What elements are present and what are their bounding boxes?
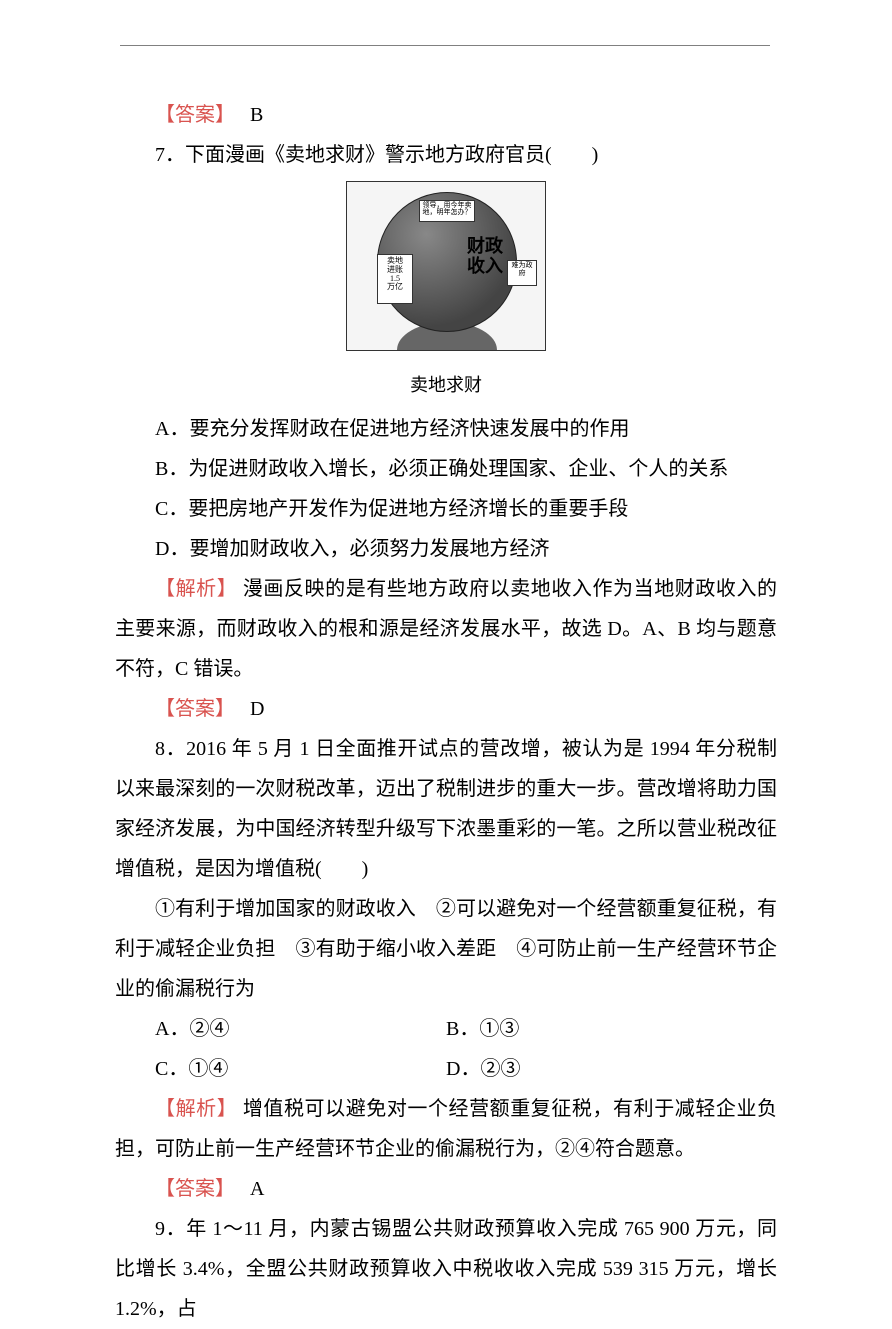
q8-option-b: B．①③ <box>446 1009 777 1049</box>
q7-analysis: 【解析】 漫画反映的是有些地方政府以卖地收入作为当地财政收入的主要来源，而财政收… <box>115 569 777 689</box>
q7-stem: 7．下面漫画《卖地求财》警示地方政府官员( ) <box>115 135 777 175</box>
q9-stem-text: 年 1～11 月，内蒙古锡盟公共财政预算收入完成 765 900 万元，同比增长… <box>115 1218 777 1320</box>
q7-answer-line: 【答案】 D <box>115 689 777 729</box>
cartoon-sign-left: 卖地 进账 1.5 万亿 <box>377 254 413 304</box>
globe-text-1: 财政 <box>467 236 503 256</box>
answer-label: 【答案】 <box>155 104 235 126</box>
cartoon-image: 领导，用今年卖地，明年怎办？ 财政 收入 卖地 进账 1.5 万亿 难为政府 <box>346 181 546 351</box>
q7-option-d: D．要增加财政收入，必须努力发展地方经济 <box>115 529 777 569</box>
q7-number: 7． <box>155 144 185 166</box>
q8-stem-text: 2016 年 5 月 1 日全面推开试点的营改增，被认为是 1994 年分税制以… <box>115 738 777 880</box>
q7-option-c: C．要把房地产开发作为促进地方经济增长的重要手段 <box>115 489 777 529</box>
header-rule <box>120 45 770 46</box>
q8-analysis: 【解析】 增值税可以避免对一个经营额重复征税，有利于减轻企业负担，可防止前一生产… <box>115 1089 777 1169</box>
q6-answer-value: B <box>250 104 263 126</box>
cartoon-wrap: 领导，用今年卖地，明年怎办？ 财政 收入 卖地 进账 1.5 万亿 难为政府 <box>115 181 777 365</box>
cartoon-bubble-top: 领导，用今年卖地，明年怎办？ <box>419 200 475 222</box>
page-content: 【答案】 B 7．下面漫画《卖地求财》警示地方政府官员( ) 领导，用今年卖地，… <box>115 95 777 1329</box>
q7-option-b: B．为促进财政收入增长，必须正确处理国家、企业、个人的关系 <box>115 449 777 489</box>
globe-text-2: 收入 <box>467 256 503 276</box>
q8-options-row2: C．①④ D．②③ <box>115 1049 777 1089</box>
q8-answer-line: 【答案】 A <box>115 1169 777 1209</box>
q8-candidates: ①有利于增加国家的财政收入 ②可以避免对一个经营额重复征税，有利于减轻企业负担 … <box>115 889 777 1009</box>
cartoon-sign-right: 难为政府 <box>507 260 537 286</box>
analysis-label: 【解析】 <box>155 578 237 600</box>
analysis-label: 【解析】 <box>155 1098 237 1120</box>
q8-option-a: A．②④ <box>115 1009 446 1049</box>
q7-answer-value: D <box>250 698 264 720</box>
q8-option-d: D．②③ <box>446 1049 777 1089</box>
q7-stem-text: 下面漫画《卖地求财》警示地方政府官员( ) <box>185 144 598 166</box>
q8-answer-value: A <box>250 1178 264 1200</box>
q8-option-c: C．①④ <box>115 1049 446 1089</box>
q9-stem: 9．年 1～11 月，内蒙古锡盟公共财政预算收入完成 765 900 万元，同比… <box>115 1209 777 1329</box>
q8-options-row1: A．②④ B．①③ <box>115 1009 777 1049</box>
answer-label: 【答案】 <box>155 698 235 720</box>
q8-number: 8． <box>155 738 186 760</box>
q9-number: 9． <box>155 1218 186 1240</box>
q8-stem: 8．2016 年 5 月 1 日全面推开试点的营改增，被认为是 1994 年分税… <box>115 729 777 889</box>
answer-label: 【答案】 <box>155 1178 235 1200</box>
q6-answer-line: 【答案】 B <box>115 95 777 135</box>
cartoon-caption: 卖地求财 <box>115 367 777 403</box>
q7-option-a: A．要充分发挥财政在促进地方经济快速发展中的作用 <box>115 409 777 449</box>
cartoon-globe-text: 财政 收入 <box>467 237 503 277</box>
